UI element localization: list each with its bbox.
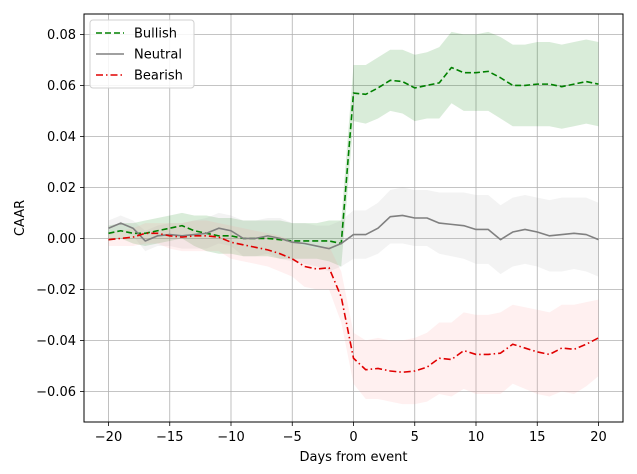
y-tick-label: 0.04	[47, 130, 76, 145]
x-axis-ticks: −20 −15 −10 −5 0 5 10 15 20	[95, 422, 607, 445]
y-tick-label: −0.04	[36, 334, 76, 349]
y-tick-label: 0.02	[47, 181, 76, 196]
bearish-confidence-band	[108, 220, 599, 405]
x-tick-label: −20	[95, 430, 122, 445]
y-tick-label: 0.06	[47, 79, 76, 94]
bearish-line	[108, 232, 599, 374]
x-tick-label: 15	[529, 430, 546, 445]
bullish-confidence-band	[108, 31, 599, 267]
legend: Bullish Neutral Bearish	[89, 19, 195, 89]
neutral-legend-label: Neutral	[134, 48, 182, 63]
x-tick-label: 10	[468, 430, 485, 445]
neutral-confidence-band	[108, 187, 599, 277]
x-tick-label: −5	[283, 430, 302, 445]
neutral-line	[108, 214, 599, 250]
x-tick-label: −15	[156, 430, 183, 445]
x-tick-label: 20	[590, 430, 607, 445]
bullish-line	[108, 66, 599, 245]
legend-box	[89, 19, 195, 89]
y-axis-label: CAAR	[13, 200, 28, 236]
x-tick-label: −10	[217, 430, 244, 445]
y-tick-label: 0.00	[47, 232, 76, 247]
confidence-bands	[108, 31, 599, 405]
y-tick-label: 0.08	[47, 28, 76, 43]
bearish-legend-label: Bearish	[134, 69, 183, 84]
y-tick-label: −0.02	[36, 283, 76, 298]
series-lines	[108, 66, 599, 374]
x-axis-label: Days from event	[300, 450, 408, 465]
y-axis-ticks: −0.06 −0.04 −0.02 0.00 0.02 0.04 0.06 0.08	[36, 28, 84, 400]
y-tick-label: −0.06	[36, 385, 76, 400]
x-tick-label: 0	[349, 430, 357, 445]
bullish-legend-label: Bullish	[134, 27, 177, 42]
x-tick-label: 5	[411, 430, 419, 445]
